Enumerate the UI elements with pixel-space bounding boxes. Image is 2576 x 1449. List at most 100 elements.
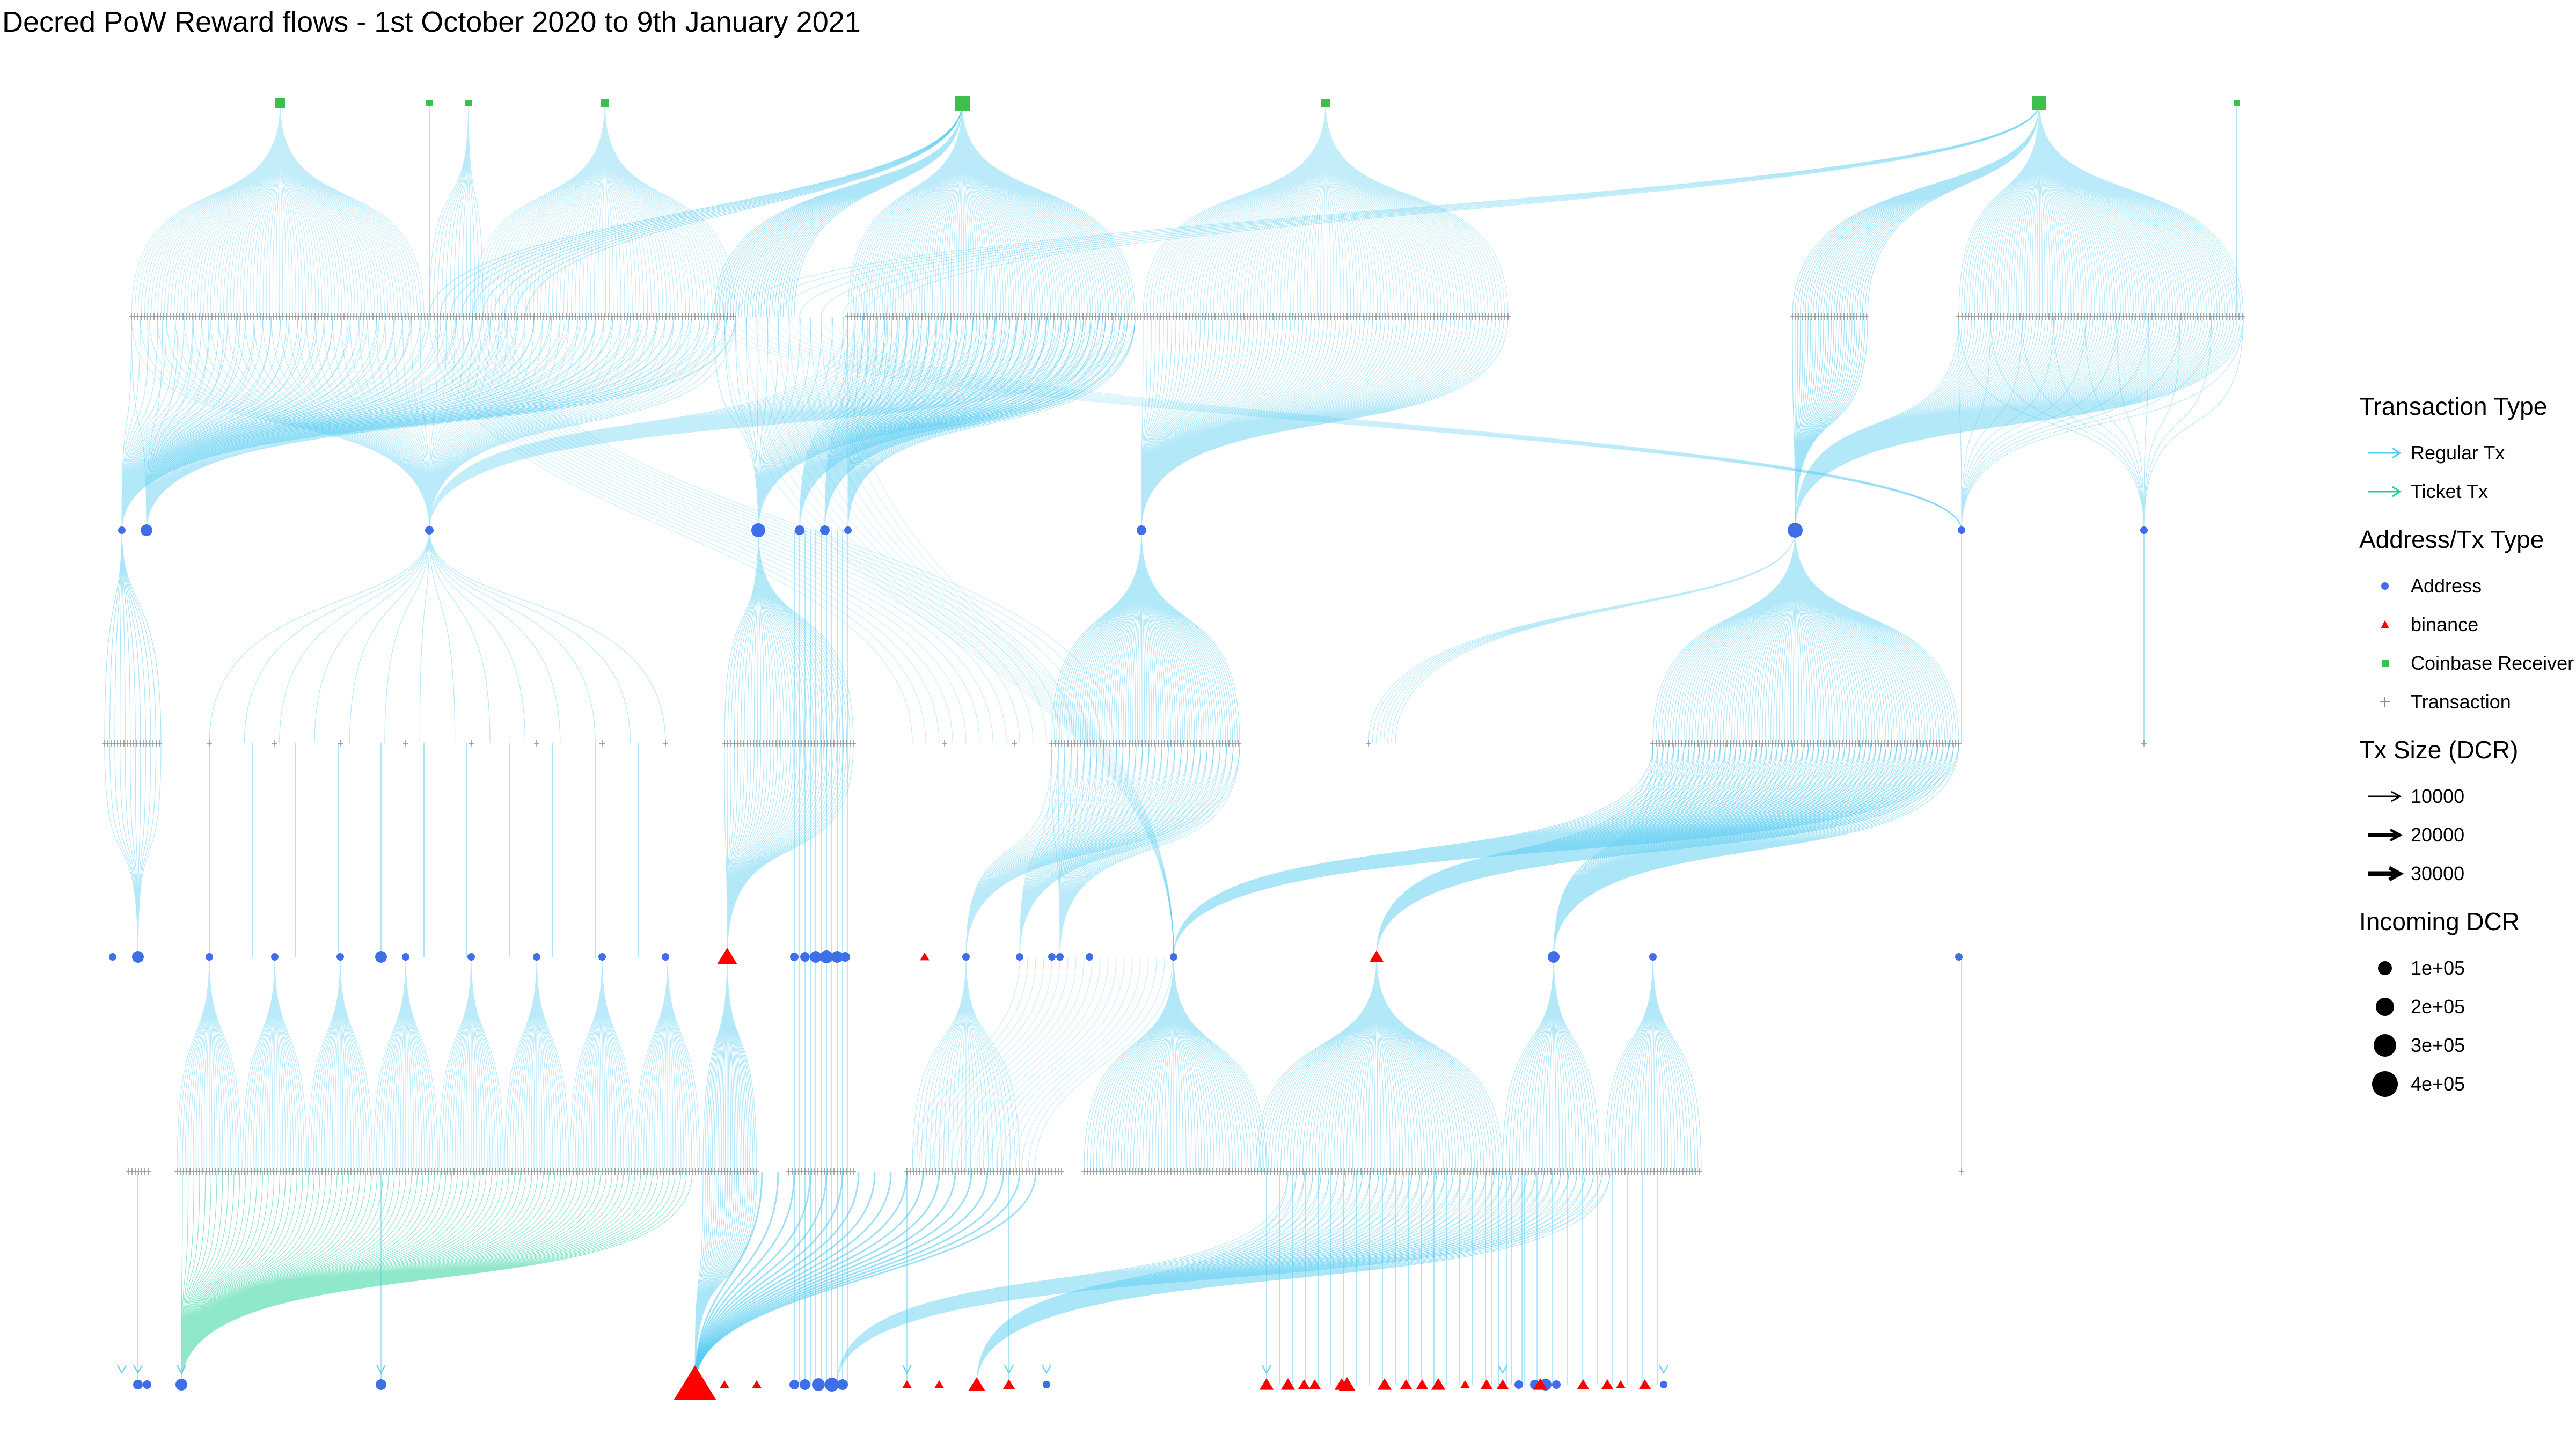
- flow-edge: [983, 956, 1109, 1172]
- address-node: [825, 1378, 839, 1392]
- flow-fan: [1652, 530, 1959, 744]
- flow-edge: [445, 316, 953, 744]
- flow-nodes: [102, 96, 2245, 1400]
- transaction-row: [272, 740, 277, 747]
- legend-item-incoming-3: 3e+05: [2359, 1026, 2576, 1065]
- flow-edge: [713, 316, 1962, 531]
- address-node: [820, 950, 833, 963]
- binance-node: [1259, 1378, 1274, 1390]
- flow-arrowhead: [902, 1365, 912, 1374]
- flow-fan: [1502, 956, 1600, 1172]
- flow-arrowhead: [376, 1365, 386, 1374]
- flow-converge: [1553, 743, 1959, 957]
- binance-node: [1003, 1379, 1015, 1389]
- flow-fan: [1604, 956, 1702, 1172]
- incoming-dot-1-icon: [2378, 961, 2392, 975]
- flow-edge: [450, 316, 967, 744]
- flow-converge: [965, 743, 1240, 957]
- flow-edge: [1002, 956, 1133, 1172]
- flow-arrowhead: [133, 1365, 143, 1374]
- address-node: [662, 953, 669, 961]
- flow-edge: [885, 103, 2040, 317]
- address-node: [118, 526, 126, 534]
- binance-node: [1601, 1379, 1613, 1389]
- legend-title-tx-size: Tx Size (DCR): [2359, 736, 2519, 764]
- address-node: [1552, 1380, 1561, 1389]
- legend-label-incoming-1: 1e+05: [2411, 957, 2465, 979]
- legend-label-incoming-2: 2e+05: [2411, 996, 2465, 1018]
- transaction-row: [102, 740, 162, 747]
- flow-fan: [177, 956, 242, 1172]
- address-node: [962, 953, 970, 961]
- flow-edge: [756, 103, 2040, 317]
- flow-converge: [121, 316, 736, 531]
- flow-edge: [842, 316, 1174, 957]
- flow-fan: [373, 956, 438, 1172]
- size-arrow-small-icon: [2368, 791, 2402, 802]
- flow-converge: [1141, 316, 1509, 531]
- address-node: [1048, 953, 1056, 961]
- flow-arrowhead: [1042, 1365, 1051, 1374]
- flow-fan: [1084, 956, 1267, 1172]
- flow-fan: [1958, 103, 2244, 317]
- transaction-row: [904, 1168, 1064, 1175]
- flow-edge: [821, 316, 1962, 531]
- flow-edge: [778, 316, 1962, 531]
- flow-edge: [778, 316, 1174, 957]
- flow-edge: [912, 956, 1020, 1172]
- address-node: [141, 524, 152, 536]
- transaction-row: [1366, 740, 1371, 747]
- binance-node: [1460, 1380, 1470, 1388]
- flow-edge: [735, 316, 1174, 957]
- transaction-row: [599, 740, 605, 747]
- address-node: [812, 1378, 825, 1391]
- flow-converge: [976, 1171, 1611, 1385]
- flow-edge: [745, 316, 1174, 957]
- address-node: [795, 525, 804, 535]
- transaction-row: [534, 740, 539, 747]
- address-node: [402, 953, 409, 961]
- address-node: [1958, 526, 1965, 534]
- binance-node: [1577, 1379, 1589, 1389]
- address-node: [1660, 1381, 1667, 1388]
- legend-item-size-10000: 10000: [2359, 777, 2576, 816]
- legend-item-incoming-2: 2e+05: [2359, 987, 2576, 1026]
- address-node: [820, 525, 830, 535]
- address-node: [840, 952, 850, 962]
- flow-converge: [694, 1171, 757, 1385]
- flow-converge: [1051, 743, 1240, 957]
- transaction-plus-icon: [2380, 697, 2390, 707]
- coinbase-receiver-node: [465, 100, 472, 106]
- coinbase-receiver-node: [426, 100, 433, 106]
- flow-fan: [308, 956, 373, 1172]
- flow-edge: [1015, 956, 1149, 1172]
- flow-edge: [1034, 956, 1173, 1172]
- chart-title: Decred PoW Reward flows - 1st October 20…: [2, 6, 861, 38]
- transaction-row: [469, 740, 474, 747]
- flow-fan: [438, 956, 504, 1172]
- incoming-dot-2-icon: [2376, 998, 2394, 1016]
- legend-item-coinbase: Coinbase Receiver: [2359, 644, 2576, 683]
- flow-edge: [996, 956, 1125, 1172]
- address-node: [271, 953, 279, 961]
- flow-edge: [1028, 956, 1165, 1172]
- flow-fan: [702, 956, 757, 1172]
- flow-edge: [778, 103, 2040, 317]
- legend-item-address: Address: [2359, 567, 2576, 605]
- binance-node: [1533, 1378, 1548, 1390]
- flow-edge: [515, 103, 963, 317]
- address-node: [790, 953, 799, 961]
- flow-converge: [1958, 316, 2244, 531]
- address-node: [336, 953, 344, 961]
- legend-label-coinbase: Coinbase Receiver: [2411, 652, 2574, 674]
- binance-node: [674, 1365, 716, 1400]
- binance-node: [1431, 1378, 1446, 1390]
- flow-fan: [1051, 530, 1240, 744]
- flow-arrowhead: [177, 1365, 186, 1374]
- flow-converge: [799, 316, 1136, 531]
- binance-node: [902, 1380, 912, 1388]
- flow-fan: [724, 530, 854, 744]
- legend-title-transaction-type: Transaction Type: [2359, 392, 2548, 420]
- flow-edge: [821, 103, 2040, 317]
- flow-fan: [209, 530, 666, 744]
